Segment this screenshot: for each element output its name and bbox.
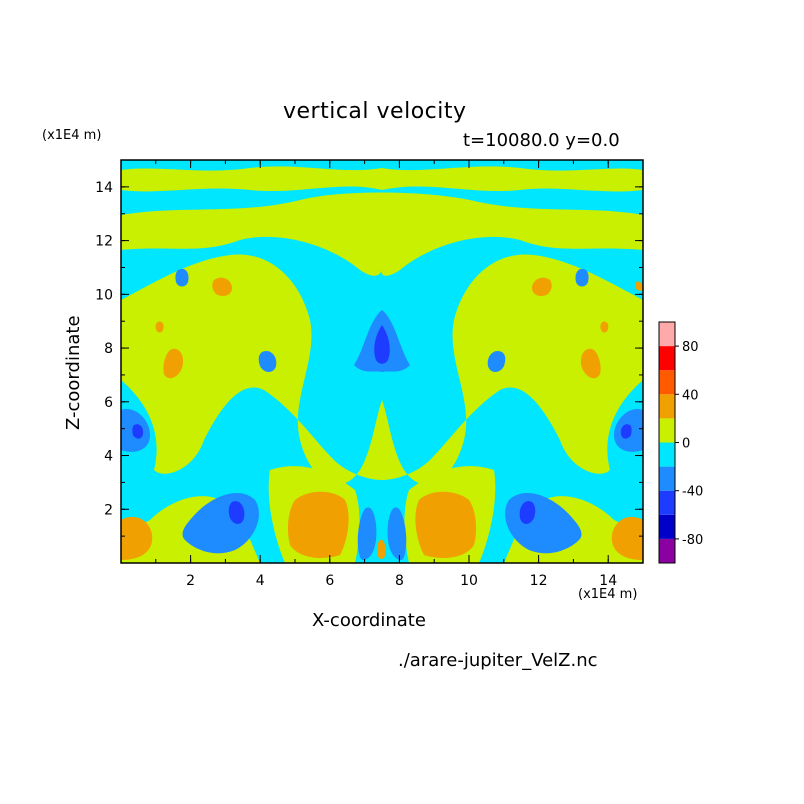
colorbar-label: 80 (682, 340, 699, 355)
y-tick-label: 12 (95, 234, 113, 250)
x-tick-label: 2 (186, 573, 195, 589)
x-tick-label: 14 (599, 573, 617, 589)
y-tick-label: 14 (95, 180, 113, 196)
x-tick-label: 4 (256, 573, 265, 589)
colorbar-swatch (659, 442, 675, 467)
y-axis-unit: (x1E4 m) (42, 128, 102, 143)
x-axis: 2 4 6 8 10 12 14 (155, 160, 617, 589)
y-tick-label: 6 (104, 395, 113, 411)
chart-subtitle: t=10080.0 y=0.0 (463, 130, 620, 151)
colorbar-swatch (659, 370, 675, 395)
x-axis-unit: (x1E4 m) (578, 587, 638, 602)
colorbar-label: -80 (682, 533, 703, 548)
x-tick-label: 10 (460, 573, 478, 589)
y-axis: 2 4 6 8 10 12 14 (95, 180, 643, 537)
source-filename: ./arare-jupiter_VelZ.nc (398, 650, 598, 671)
chart-title: vertical velocity (283, 99, 467, 124)
y-tick-label: 10 (95, 287, 113, 303)
colorbar-label: -40 (682, 485, 703, 500)
contour-field (121, 160, 643, 563)
colorbar-swatch (659, 394, 675, 419)
x-tick-label: 8 (395, 573, 404, 589)
y-tick-label: 8 (104, 341, 113, 357)
y-tick-label: 4 (104, 449, 113, 465)
y-axis-label: Z-coordinate (63, 315, 84, 430)
x-tick-label: 6 (325, 573, 334, 589)
colorbar: -80 -40 0 40 80 (658, 321, 703, 564)
colorbar-swatch (659, 538, 675, 563)
colorbar-swatch (659, 490, 675, 515)
x-axis-label: X-coordinate (312, 610, 426, 631)
colorbar-label: 0 (682, 437, 690, 452)
colorbar-swatch (659, 346, 675, 371)
plot-frame (120, 159, 644, 564)
positive-regions (121, 277, 643, 560)
strong-negative-cores (132, 325, 632, 524)
colorbar-swatch (659, 418, 675, 443)
colorbar-swatch (659, 322, 675, 347)
x-tick-label: 12 (530, 573, 548, 589)
colorbar-swatch (659, 514, 675, 539)
colorbar-swatch (659, 466, 675, 491)
colorbar-label: 40 (682, 388, 699, 403)
y-tick-label: 2 (104, 502, 113, 518)
